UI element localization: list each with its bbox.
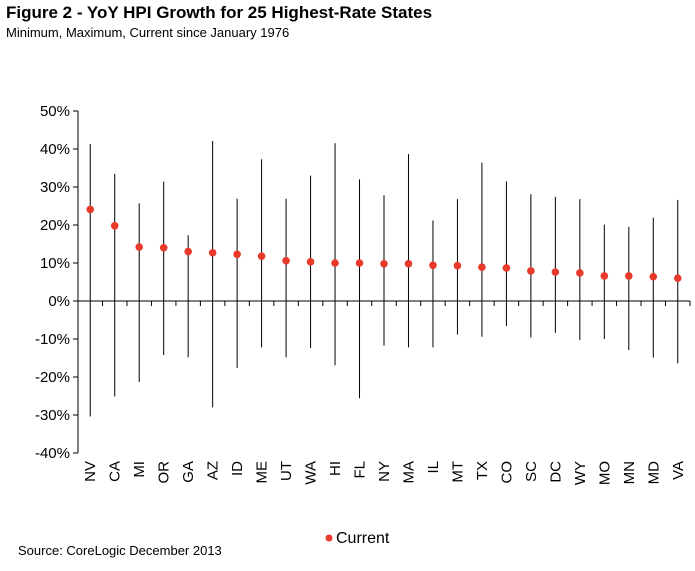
x-tick-label: MA — [400, 461, 417, 484]
current-point-tx — [478, 263, 486, 271]
current-point-id — [233, 250, 241, 259]
y-tick-label: -40% — [35, 445, 70, 462]
y-tick-label: 20% — [40, 217, 70, 234]
current-point-or — [159, 244, 168, 252]
current-point-wa — [306, 258, 315, 266]
range-lines — [89, 141, 679, 417]
current-point-hi — [331, 259, 339, 267]
x-tick-label: NY — [376, 461, 393, 482]
x-tick-label: CA — [107, 461, 124, 482]
x-tick-label: ID — [229, 461, 246, 476]
x-tick-label: WA — [303, 461, 320, 485]
x-tick-label: MO — [596, 461, 613, 485]
current-point-mo — [600, 272, 609, 280]
x-tick-label: UT — [278, 461, 295, 481]
x-tick-label: TX — [474, 461, 491, 480]
x-tick-label: CO — [498, 461, 515, 484]
chart-subtitle: Minimum, Maximum, Current since January … — [6, 25, 290, 40]
current-point-ca — [110, 221, 119, 230]
y-tick-label: 40% — [40, 141, 70, 158]
x-tick-label: NV — [82, 461, 99, 482]
current-point-md — [649, 272, 658, 281]
y-axis: -40% -30% -20% -10% 0% 10% 20% 30% 40% 50% — [35, 103, 79, 462]
x-tick-label: ME — [254, 461, 271, 484]
current-point-nv — [86, 205, 95, 214]
legend-label-current: Current — [336, 530, 390, 547]
legend: Current — [325, 530, 390, 547]
x-tick-label: OR — [156, 461, 173, 484]
x-tick-label: FL — [352, 461, 369, 479]
y-tick-label: 10% — [40, 255, 70, 272]
current-point-dc — [551, 268, 560, 276]
x-tick-label: MD — [645, 461, 662, 484]
current-point-ut — [282, 256, 290, 265]
chart-title: Figure 2 - YoY HPI Growth for 25 Highest… — [6, 3, 433, 22]
y-tick-label: 0% — [48, 293, 70, 310]
x-tick-label: MI — [131, 461, 148, 478]
x-tick-label: VA — [670, 461, 687, 480]
current-point-sc — [527, 267, 535, 275]
x-tick-label: AZ — [205, 461, 222, 480]
y-tick-label: -20% — [35, 369, 70, 386]
current-point-az — [208, 248, 217, 257]
x-tick-label: SC — [523, 461, 540, 482]
y-tick-label: 30% — [40, 179, 70, 196]
current-point-me — [257, 252, 266, 260]
x-tick-label: HI — [327, 461, 344, 476]
current-point-mt — [453, 261, 462, 270]
x-tick-label: MT — [449, 461, 466, 483]
x-tick-label: GA — [180, 461, 197, 483]
x-tick-label: MN — [621, 461, 638, 484]
x-tick-label: IL — [425, 461, 442, 474]
x-tick-label: DC — [547, 461, 564, 483]
current-point-il — [429, 261, 437, 270]
legend-marker-current — [325, 534, 333, 542]
current-point-ny — [380, 259, 388, 268]
current-point-fl — [355, 259, 364, 267]
y-tick-label: 50% — [40, 103, 70, 120]
source-note: Source: CoreLogic December 2013 — [18, 543, 222, 558]
y-tick-label: -30% — [35, 407, 70, 424]
current-point-co — [502, 264, 511, 272]
current-point-va — [673, 274, 682, 283]
current-point-mn — [625, 272, 633, 280]
current-point-wy — [576, 269, 584, 277]
current-point-ma — [404, 259, 413, 268]
current-point-mi — [135, 243, 143, 251]
current-point-ga — [184, 247, 192, 256]
y-tick-label: -10% — [35, 331, 70, 348]
x-axis: NV CA MI OR GA AZ ID ME UT WA HI FL NY MA IL MT TX CO SC DC… — [77, 300, 691, 485]
x-tick-label: WY — [572, 461, 589, 485]
current-points — [86, 205, 682, 283]
